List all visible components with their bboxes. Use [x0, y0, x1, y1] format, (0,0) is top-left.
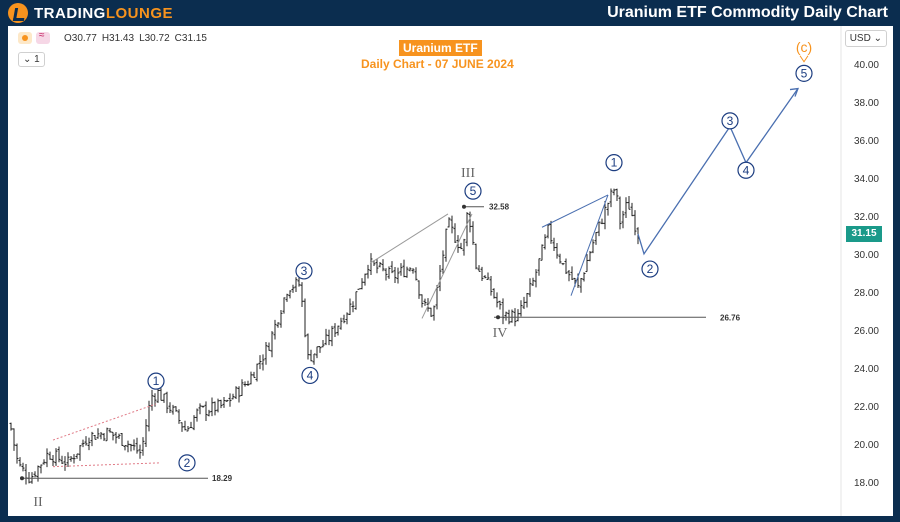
- low-value: L30.72: [139, 32, 170, 44]
- level-label: 18.29: [212, 474, 233, 483]
- ohlc-readout: O30.77 H31.43 L30.72 C31.15: [18, 30, 212, 44]
- wave-label: 4: [743, 163, 750, 177]
- wedge-upper-line: [369, 213, 449, 264]
- ending-diagonal-upper: [541, 194, 609, 228]
- wedge-lower-line: [421, 213, 473, 319]
- wave-label-roman: II: [33, 495, 43, 510]
- ending-diagonal-lower: [570, 194, 609, 296]
- sun-icon[interactable]: [18, 32, 32, 44]
- currency-label: USD: [849, 33, 871, 44]
- level-anchor-dot: [20, 476, 24, 481]
- chevron-down-icon: ⌄: [873, 33, 882, 44]
- y-tick-label: 40.00: [853, 59, 879, 71]
- wave-label-circle: [721, 112, 739, 130]
- y-tick-label: 34.00: [853, 173, 879, 185]
- chevron-down-icon: ⌄: [23, 54, 35, 65]
- close-value: C31.15: [174, 32, 207, 44]
- wave-label: 3: [301, 264, 308, 278]
- chart-subtitle: Daily Chart - 07 JUNE 2024: [361, 57, 514, 71]
- wave-label-circle: [641, 260, 659, 278]
- wave-label-circle: [464, 182, 482, 200]
- wave-label: 4: [307, 368, 314, 382]
- y-tick-label: 36.00: [853, 135, 879, 147]
- wave-label-degree: (c): [796, 39, 812, 55]
- wave-label-roman: IV: [493, 326, 508, 341]
- wave-label-circle: [178, 454, 196, 472]
- y-tick-label: 18.00: [853, 477, 879, 489]
- high-value: H31.43: [101, 32, 135, 44]
- open-value: O30.77: [64, 32, 97, 44]
- header-bar: TRADING LOUNGE Uranium ETF Commodity Dai…: [0, 0, 900, 26]
- chart-panel[interactable]: 18.29 32.58 26.76 II 1 2 3 4 III 5 IV 1 2 3 4 5 (c) O30.…: [8, 26, 893, 516]
- wave-label-roman: III: [461, 166, 475, 181]
- wave-label: 1: [611, 156, 618, 170]
- projection-arrowhead: [789, 87, 799, 97]
- chart-title: Uranium ETF: [399, 40, 482, 56]
- wave-label: 1: [153, 374, 160, 388]
- collapse-button[interactable]: ⌄ 1: [18, 52, 45, 67]
- wave-label-circle: [737, 161, 755, 179]
- indicator-icon[interactable]: [36, 30, 50, 44]
- y-tick-label: 20.00: [853, 439, 879, 451]
- last-price-badge: 31.15: [846, 225, 882, 242]
- level-anchor-dot: [462, 204, 466, 209]
- wave-label-circle: [605, 154, 623, 172]
- y-tick-label: 32.00: [853, 211, 879, 223]
- wave-label: 5: [801, 66, 808, 80]
- y-tick-label: 28.00: [853, 287, 879, 299]
- y-tick-label: 24.00: [853, 363, 879, 375]
- wave-label: 2: [647, 262, 654, 276]
- y-tick-label: 22.00: [853, 401, 879, 413]
- tradinglounge-logo: TRADING LOUNGE: [8, 2, 173, 24]
- level-label: 26.76: [720, 313, 741, 322]
- degree-pointer: [799, 55, 809, 63]
- price-plot[interactable]: 18.29 32.58 26.76 II 1 2 3 4 III 5 IV 1 2 3 4 5 (c): [8, 26, 893, 516]
- wave-label-circle: [295, 262, 313, 280]
- level-label: 32.58: [489, 203, 510, 212]
- wave-label: 3: [727, 114, 734, 128]
- y-tick-label: 38.00: [853, 97, 879, 109]
- projection-path: [637, 88, 799, 256]
- triangle-lower-line: [52, 462, 161, 468]
- logo-text-lounge: LOUNGE: [105, 4, 173, 22]
- logo-mark-icon: [8, 3, 28, 23]
- level-anchor-dot: [496, 315, 500, 320]
- y-tick-label: 26.00: [853, 325, 879, 337]
- wave-label: 2: [184, 456, 191, 470]
- collapse-count: 1: [34, 54, 40, 65]
- wave-label-circle: [301, 366, 319, 385]
- wave-label-circle: [147, 372, 165, 390]
- y-tick-label: 30.00: [853, 249, 879, 261]
- logo-text-trading: TRADING: [34, 4, 106, 22]
- wave-label-circle: [795, 64, 813, 82]
- currency-selector[interactable]: USD ⌄: [844, 30, 887, 47]
- wave-label: 5: [470, 184, 477, 198]
- page-title: Uranium ETF Commodity Daily Chart: [607, 4, 888, 21]
